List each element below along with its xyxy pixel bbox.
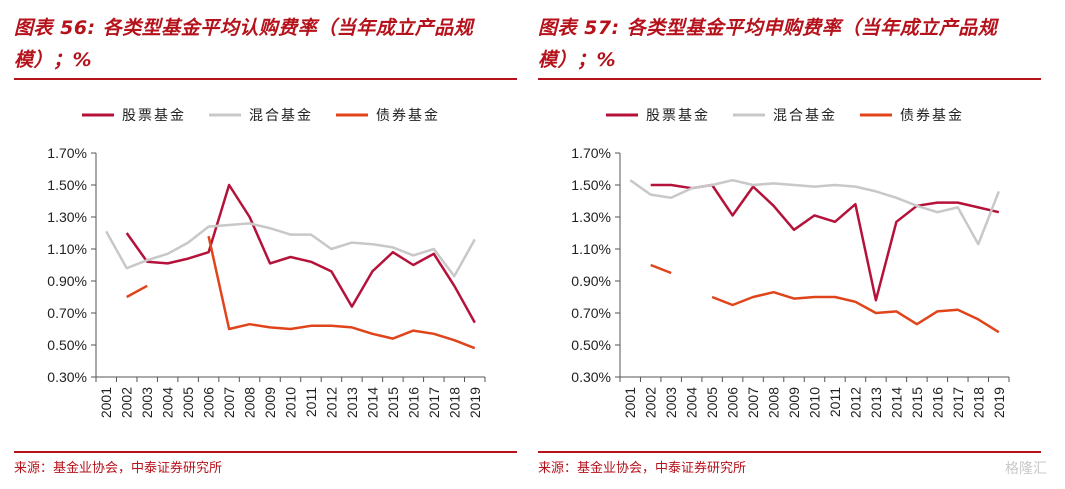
x-tick-label: 2017 [950,387,966,418]
x-tick-label: 2016 [405,387,421,418]
x-tick-label: 2012 [847,387,863,418]
legend-label: 股票基金 [646,107,710,124]
series-line-债券基金 [650,263,672,275]
watermark-logo: 格隆汇 [1005,461,1047,477]
source-note: 来源：基金业协会，中泰证券研究所 [538,461,747,476]
x-tick-label: 2005 [180,387,196,418]
y-tick-label: 0.90% [47,273,87,289]
x-tick-label: 2018 [446,387,462,418]
y-tick-label: 1.10% [571,241,611,257]
title-divider [14,78,517,80]
legend-label: 混合基金 [773,107,837,124]
y-tick-label: 1.70% [571,145,611,161]
chart-title: 图表 56: 各类型基金平均认购费率（当年成立产品规模）；% [14,17,474,71]
x-tick-label: 2010 [283,387,299,418]
x-tick-label: 2005 [704,387,720,418]
x-tick-label: 2014 [364,387,380,418]
source-note: 来源：基金业协会，中泰证券研究所 [14,461,223,476]
x-tick-label: 2016 [929,387,945,418]
series-line-债券基金 [711,290,1000,334]
legend-label: 股票基金 [122,107,186,124]
y-tick-label: 0.70% [47,305,87,321]
chart-panel-56: 图表 56: 各类型基金平均认购费率（当年成立产品规模）；% 股票基金 混合基金 债… [14,0,529,489]
x-tick-label: 2001 [98,387,114,418]
x-tick-label: 2011 [827,387,843,417]
y-tick-label: 1.50% [571,177,611,193]
x-tick-label: 2013 [868,387,884,418]
x-tick-label: 2004 [160,387,176,418]
x-tick-label: 2008 [242,387,258,418]
title-divider [538,78,1041,80]
y-tick-label: 0.70% [571,305,611,321]
series-line-股票基金 [125,183,476,324]
y-tick-label: 1.70% [47,145,87,161]
x-tick-label: 2006 [201,387,217,418]
x-tick-label: 2009 [786,387,802,418]
y-tick-label: 0.30% [571,369,611,385]
x-tick-label: 2017 [426,387,442,418]
x-tick-label: 2006 [725,387,741,418]
chart-panel-57: 图表 57: 各类型基金平均申购费率（当年成立产品规模）；% 股票基金 混合基金 债… [538,0,1053,489]
x-tick-label: 2007 [221,387,237,418]
y-tick-label: 1.30% [571,209,611,225]
x-tick-label: 2001 [622,387,638,418]
source-divider [14,451,517,453]
legend-label: 债券基金 [376,107,440,124]
legend-label: 混合基金 [249,107,313,124]
x-tick-label: 2002 [119,387,135,418]
x-tick-label: 2010 [807,387,823,418]
y-tick-label: 0.90% [571,273,611,289]
y-tick-label: 0.50% [571,337,611,353]
series-line-债券基金 [126,284,148,299]
x-tick-label: 2018 [970,387,986,418]
line-chart-57: 股票基金 混合基金 债券基金 0.30% 0.50% 0.70% 0.90% 1.10% 1.3… [571,107,1010,418]
source-divider [538,451,1041,453]
x-tick-label: 2019 [467,387,483,418]
x-tick-label: 2015 [385,387,401,418]
y-tick-label: 0.50% [47,337,87,353]
x-tick-label: 2013 [344,387,360,418]
x-tick-label: 2007 [745,387,761,418]
y-tick-label: 1.30% [47,209,87,225]
x-tick-label: 2015 [909,387,925,418]
legend-label: 债券基金 [900,107,964,124]
x-tick-label: 2002 [643,387,659,418]
x-tick-label: 2011 [303,387,319,417]
series-line-混合基金 [105,222,476,278]
line-chart-56: 股票基金 混合基金 债券基金 0.30% 0.50% 0.70% 0.90% 1.10% 1.3… [47,107,486,418]
x-tick-label: 2019 [991,387,1007,418]
y-tick-label: 0.30% [47,369,87,385]
x-tick-label: 2003 [663,387,679,418]
x-tick-label: 2008 [766,387,782,418]
series-line-混合基金 [629,178,1000,246]
series-line-债券基金 [207,235,476,350]
series-line-股票基金 [650,183,1000,302]
chart-title: 图表 57: 各类型基金平均申购费率（当年成立产品规模）；% [538,17,998,71]
x-tick-label: 2003 [139,387,155,418]
x-tick-label: 2012 [323,387,339,418]
x-tick-label: 2009 [262,387,278,418]
x-tick-label: 2014 [888,387,904,418]
y-tick-label: 1.50% [47,177,87,193]
x-tick-label: 2004 [684,387,700,418]
y-tick-label: 1.10% [47,241,87,257]
